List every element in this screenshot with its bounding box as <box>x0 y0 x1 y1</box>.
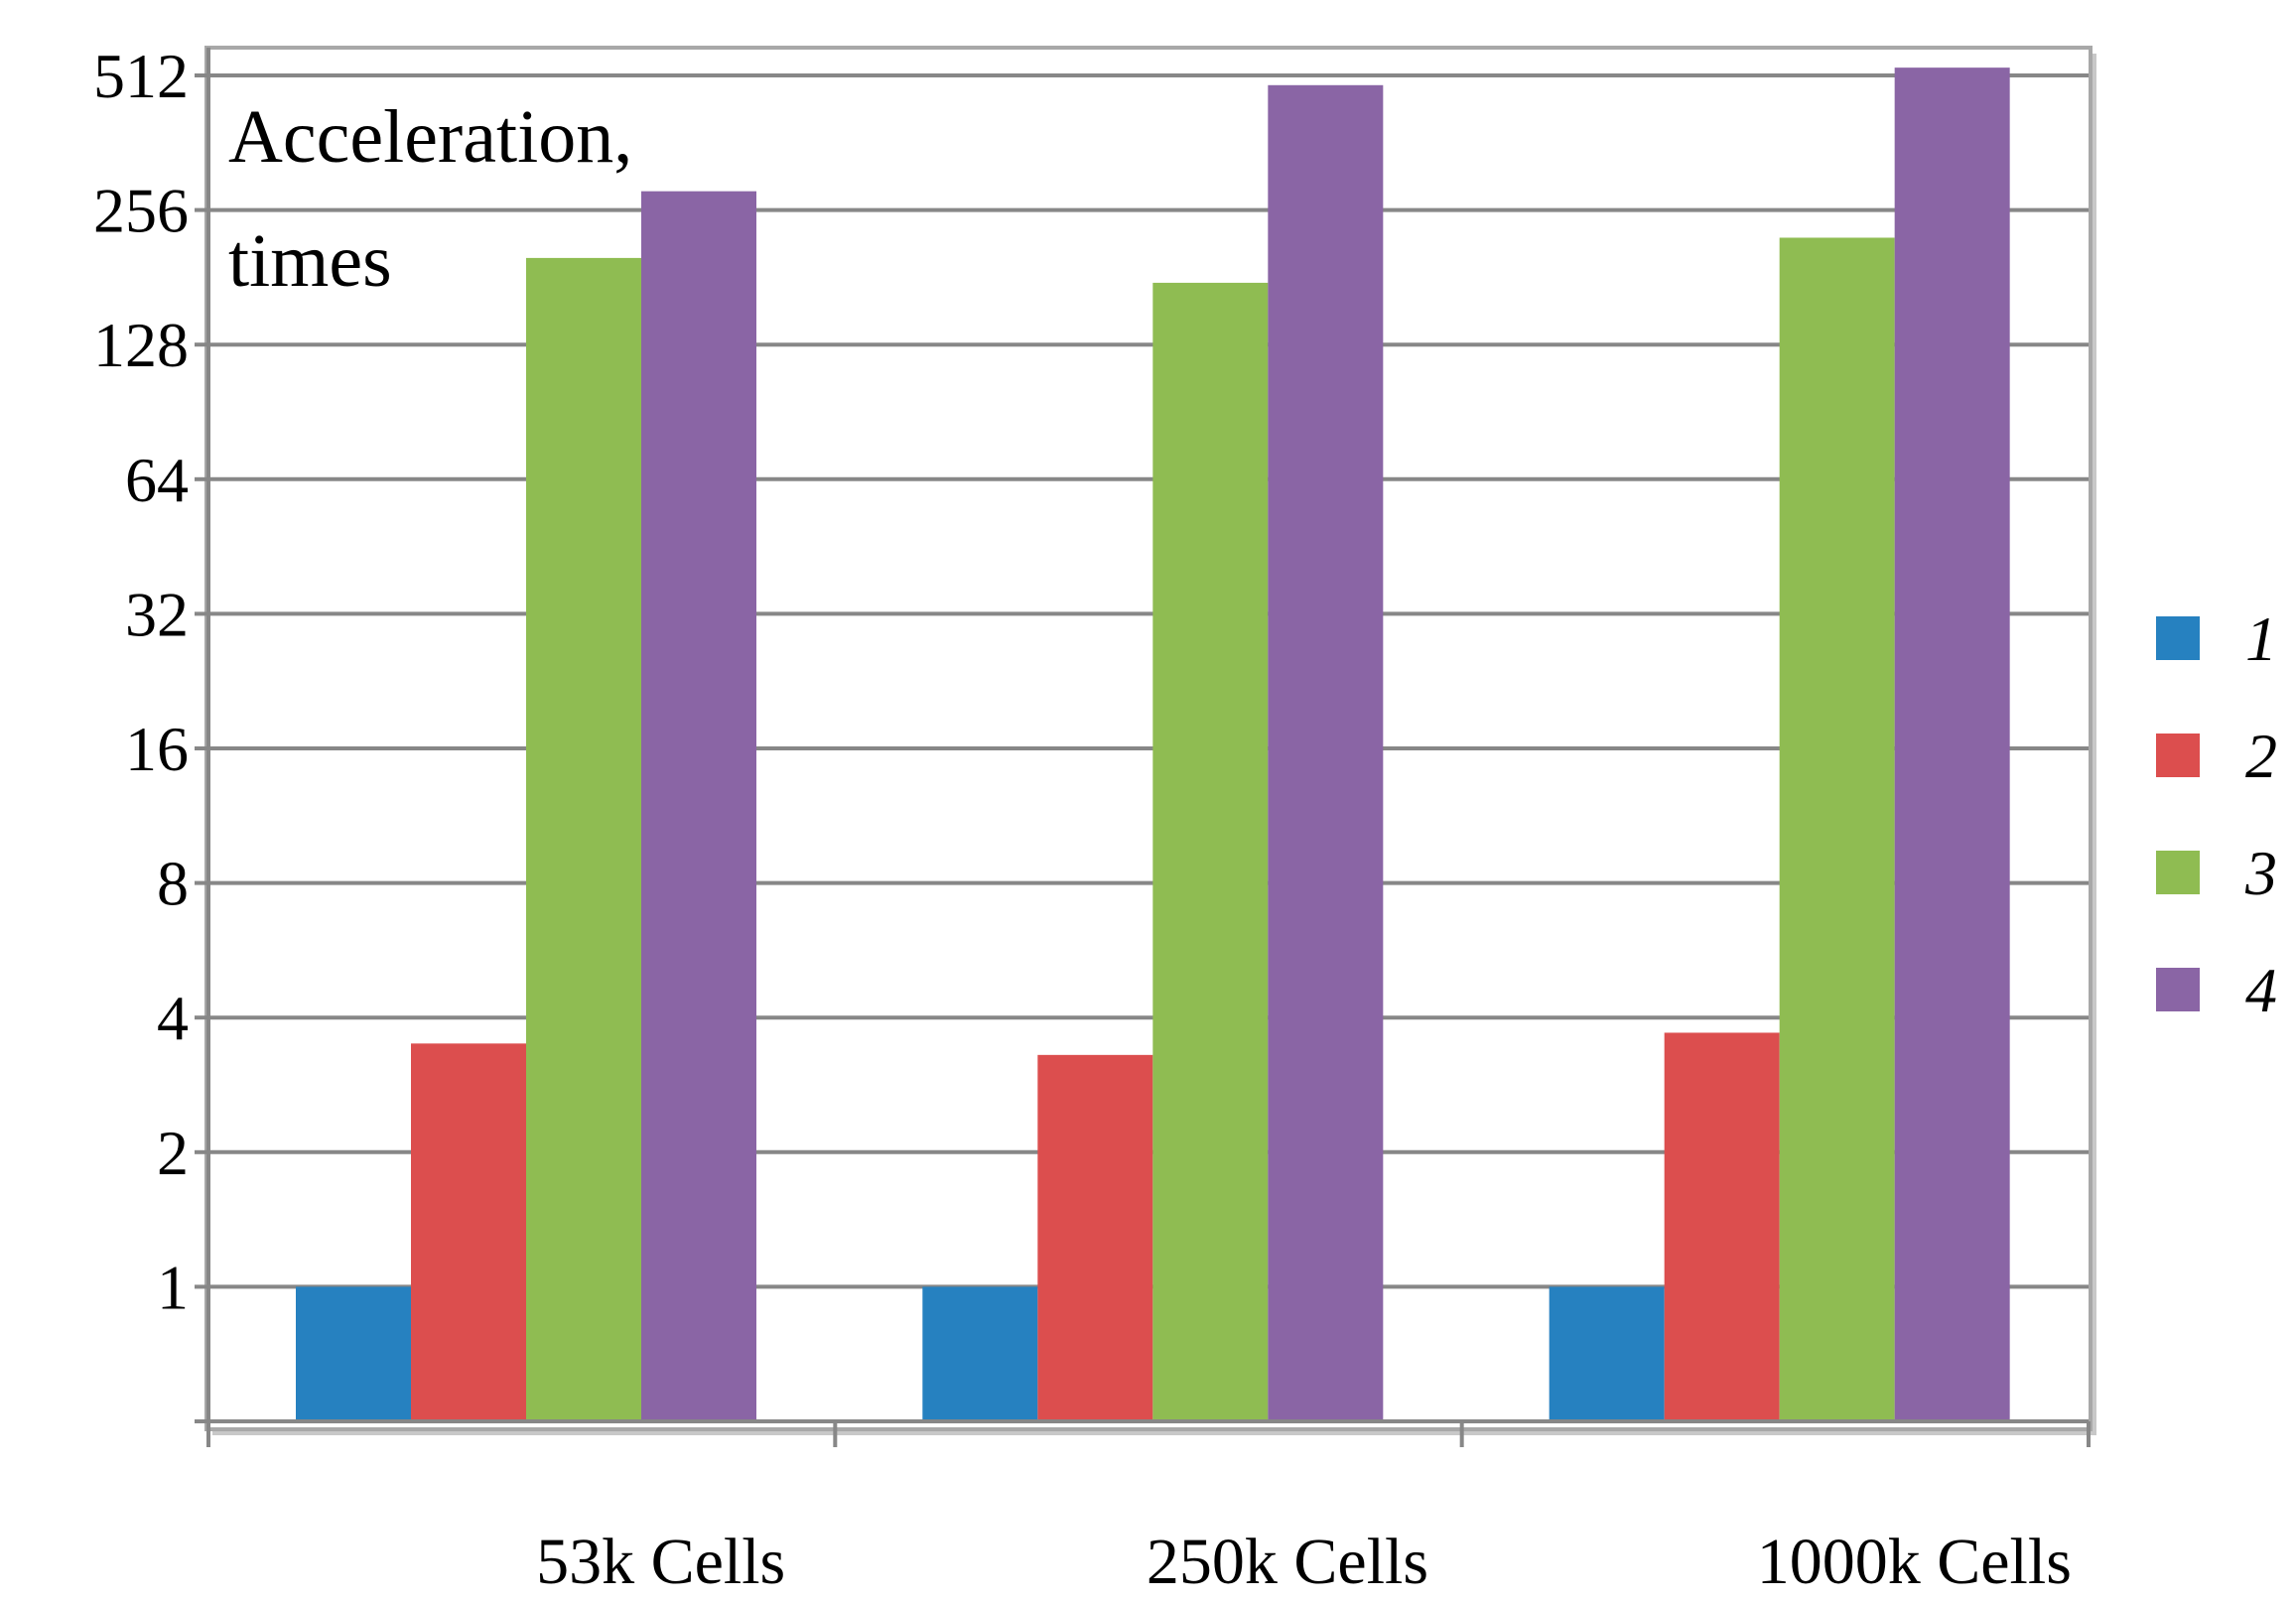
y-tick-label: 4 <box>157 983 189 1053</box>
y-tick-label: 256 <box>93 176 189 246</box>
chart-title-line-2: times <box>228 219 392 303</box>
legend-swatch-2 <box>2156 734 2200 777</box>
bar-series-1-1 <box>922 1286 1038 1421</box>
x-category-label: 250k Cells <box>1147 1526 1428 1598</box>
x-category-label: 1000k Cells <box>1757 1526 2072 1598</box>
axes <box>195 48 2091 1447</box>
x-category-label: 53k Cells <box>536 1526 785 1598</box>
bar-series-3-1 <box>1152 282 1269 1421</box>
y-tick-label: 128 <box>93 310 189 380</box>
bar-series-1-0 <box>296 1286 411 1421</box>
y-tick-label: 1 <box>157 1252 189 1322</box>
bar-series-4-2 <box>1894 67 2010 1421</box>
y-tick-label: 512 <box>93 41 189 111</box>
legend-label-4: 4 <box>2245 955 2277 1025</box>
legend: 1 2 3 4 <box>2156 603 2277 1025</box>
chart-title-line-1: Acceleration, <box>228 95 632 179</box>
x-axis-category-labels: 53k Cells 250k Cells 1000k Cells <box>536 1526 2072 1598</box>
bar-series-2-1 <box>1037 1054 1153 1421</box>
y-tick-label: 2 <box>157 1118 189 1188</box>
y-tick-label: 32 <box>125 579 189 649</box>
bar-series-4-0 <box>641 191 756 1421</box>
bars <box>296 67 2010 1422</box>
legend-swatch-4 <box>2156 968 2200 1011</box>
bar-series-3-2 <box>1779 237 1895 1422</box>
bar-series-4-1 <box>1268 84 1384 1421</box>
y-axis-tick-labels: 1 2 4 8 16 32 64 128 256 512 <box>93 41 189 1322</box>
y-tick-label: 8 <box>157 849 189 919</box>
legend-label-1: 1 <box>2245 603 2277 674</box>
bar-series-2-0 <box>411 1043 526 1421</box>
legend-label-3: 3 <box>2244 838 2277 908</box>
legend-swatch-1 <box>2156 616 2200 660</box>
bar-series-2-2 <box>1664 1032 1780 1421</box>
bar-series-3-0 <box>526 257 641 1422</box>
legend-swatch-3 <box>2156 851 2200 894</box>
legend-label-2: 2 <box>2245 721 2277 791</box>
y-tick-label: 64 <box>125 445 189 515</box>
y-tick-label: 16 <box>125 714 189 784</box>
bar-series-1-2 <box>1549 1286 1665 1421</box>
